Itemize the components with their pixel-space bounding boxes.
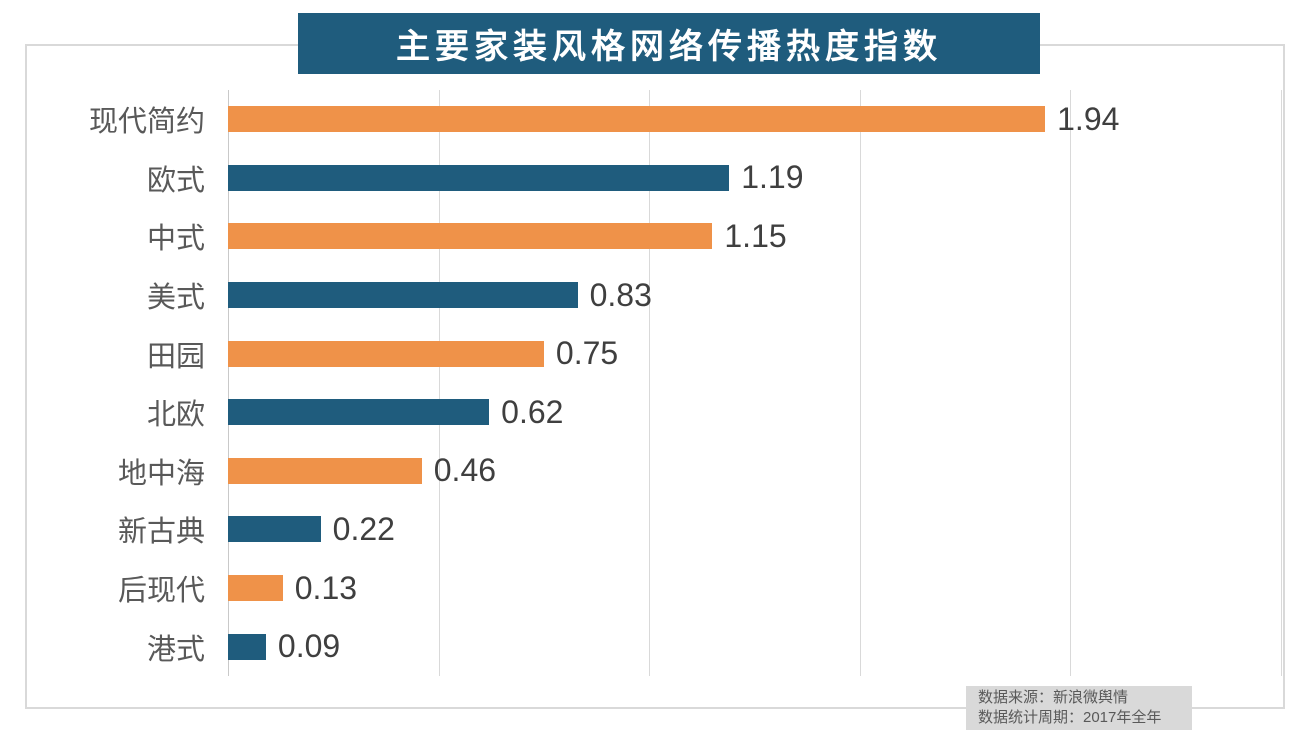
- value-label: 0.46: [433, 452, 497, 489]
- bar: [228, 223, 713, 250]
- bar-row: 1.15: [228, 207, 1281, 266]
- value-label: 0.09: [277, 628, 341, 665]
- bar-row: 0.22: [228, 500, 1281, 559]
- bar-row: 0.46: [228, 442, 1281, 501]
- bar: [228, 457, 422, 484]
- category-axis: 现代简约欧式中式美式田园北欧地中海新古典后现代港式: [30, 90, 205, 676]
- category-label: 欧式: [146, 164, 205, 197]
- category-label: 后现代: [117, 575, 205, 608]
- bar: [228, 282, 578, 309]
- chart-title: 主要家装风格网络传播热度指数: [298, 13, 1040, 74]
- bar-row: 1.94: [228, 90, 1281, 149]
- value-label: 0.22: [332, 510, 395, 547]
- bar-row: 1.19: [228, 149, 1281, 208]
- bar: [228, 516, 321, 543]
- category-label: 田园: [146, 340, 205, 373]
- gridline: [1070, 90, 1072, 676]
- bar: [228, 340, 544, 367]
- bar-row: 0.13: [228, 559, 1281, 618]
- bar-row: 0.09: [228, 617, 1281, 676]
- bar: [228, 164, 730, 191]
- gridline: [859, 90, 861, 676]
- gridline: [1281, 90, 1282, 676]
- category-label: 北欧: [146, 399, 205, 432]
- bar-row: 0.62: [228, 383, 1281, 442]
- bar-row: 0.83: [228, 266, 1281, 325]
- category-label: 中式: [146, 223, 205, 256]
- period-line: 数据统计周期：2017年全年: [978, 709, 1162, 726]
- bar: [228, 399, 490, 426]
- value-label: 0.75: [555, 335, 619, 372]
- plot-area: 1.94 1.19 1.15 0.83 0.75 0.62 0.46 0.22 0.13 0.09: [228, 90, 1282, 676]
- value-label: 0.83: [589, 276, 652, 313]
- bar: [228, 575, 283, 602]
- category-label: 新古典: [117, 516, 205, 549]
- category-label: 地中海: [117, 457, 205, 490]
- bar: [228, 106, 1046, 133]
- bar: [228, 633, 266, 660]
- value-label: 1.94: [1057, 100, 1120, 137]
- value-label: 1.15: [724, 217, 787, 254]
- gridline: [438, 90, 440, 676]
- bar-row: 0.75: [228, 324, 1281, 383]
- category-label: 港式: [146, 633, 205, 666]
- value-label: 1.19: [741, 159, 804, 196]
- value-label: 0.13: [294, 569, 358, 606]
- source-note: 数据来源：新浪微舆情 数据统计周期：2017年全年: [966, 686, 1192, 730]
- category-label: 现代简约: [88, 106, 205, 139]
- category-axis-line: [228, 90, 229, 676]
- gridline: [649, 90, 651, 676]
- value-label: 0.62: [501, 393, 564, 430]
- category-label: 美式: [146, 282, 205, 315]
- source-line: 数据来源：新浪微舆情: [978, 689, 1129, 706]
